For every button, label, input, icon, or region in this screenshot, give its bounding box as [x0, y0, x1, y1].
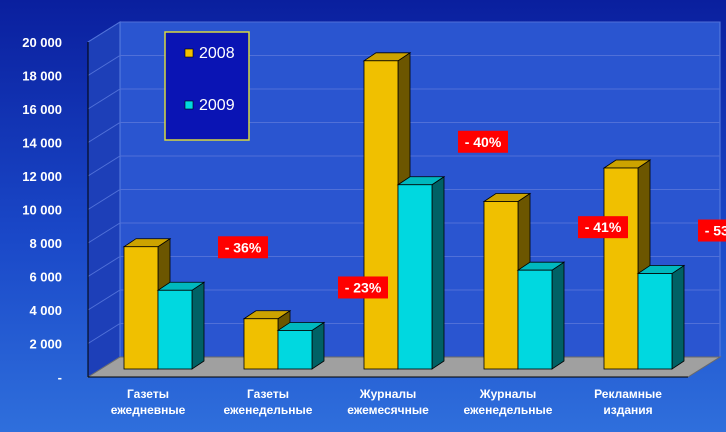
legend-swatch [184, 100, 194, 110]
gridline [87, 155, 720, 177]
change-label: - 36% [218, 236, 268, 259]
change-label-bg [578, 216, 628, 239]
y-tick-label: 8 000 [29, 236, 62, 251]
legend-box [164, 31, 250, 141]
change-label: - 40% [458, 130, 508, 153]
gridline [87, 88, 720, 110]
y-tick-label: 10 000 [22, 203, 62, 218]
change-label-bg [218, 236, 268, 259]
y-tick-label: 4 000 [29, 303, 62, 318]
change-label-text: - 36% [225, 239, 262, 255]
bar-front [483, 201, 519, 370]
bar-side [191, 281, 205, 370]
bar-front [363, 60, 399, 370]
change-label-text: - 40% [465, 134, 502, 150]
category-label: Газеты еженедельные [224, 387, 313, 417]
bar-2009-1 [156, 281, 206, 370]
legend-item-2008: 2008 [184, 45, 235, 62]
legend-label: 2008 [199, 45, 235, 62]
change-label-text: - 41% [585, 219, 622, 235]
bar-2009-5 [636, 264, 686, 370]
change-label-text: - 23% [345, 279, 382, 295]
y-tick-label: 16 000 [22, 102, 62, 117]
category-label: Журналы ежемесячные [347, 387, 429, 417]
y-tick-label: 20 000 [22, 35, 62, 50]
legend-swatch [184, 48, 194, 58]
bar-front [243, 318, 279, 370]
bar-2009-2 [276, 321, 326, 370]
bar-front [397, 184, 433, 370]
bar-front [157, 289, 193, 370]
gridline [87, 21, 720, 43]
bar-side [551, 261, 565, 370]
y-tick-label: 6 000 [29, 270, 62, 285]
bar-front [277, 330, 313, 370]
bar-front [603, 167, 639, 370]
gridline [87, 122, 720, 143]
bar-front [123, 246, 159, 370]
bar-side [431, 176, 445, 370]
y-tick-label: 12 000 [22, 169, 62, 184]
legend-label: 2009 [199, 97, 235, 114]
bar-front [517, 269, 553, 370]
bar-2009-3 [396, 176, 446, 370]
change-label: - 41% [578, 216, 628, 239]
bar-2009-4 [516, 261, 566, 370]
category-label: Журналы еженедельные [464, 387, 553, 417]
legend-item-2009: 2009 [184, 97, 235, 114]
change-label-bg [458, 130, 508, 153]
change-label-text: - 53% [705, 223, 726, 239]
y-tick-label: 18 000 [22, 69, 62, 84]
gridline [87, 55, 720, 76]
y-tick-label: 2 000 [29, 337, 62, 352]
category-label: Рекламные издания [594, 387, 662, 417]
change-label: - 53% [698, 219, 726, 242]
category-label: Газеты ежедневные [111, 387, 186, 417]
y-tick-label: - [58, 370, 62, 385]
change-label: - 23% [338, 276, 388, 299]
bar-front [637, 273, 673, 370]
change-label-bg [698, 219, 726, 242]
bar-side [671, 264, 685, 370]
change-label-bg [338, 276, 388, 299]
gridline [87, 189, 720, 210]
y-tick-label: 14 000 [22, 136, 62, 151]
